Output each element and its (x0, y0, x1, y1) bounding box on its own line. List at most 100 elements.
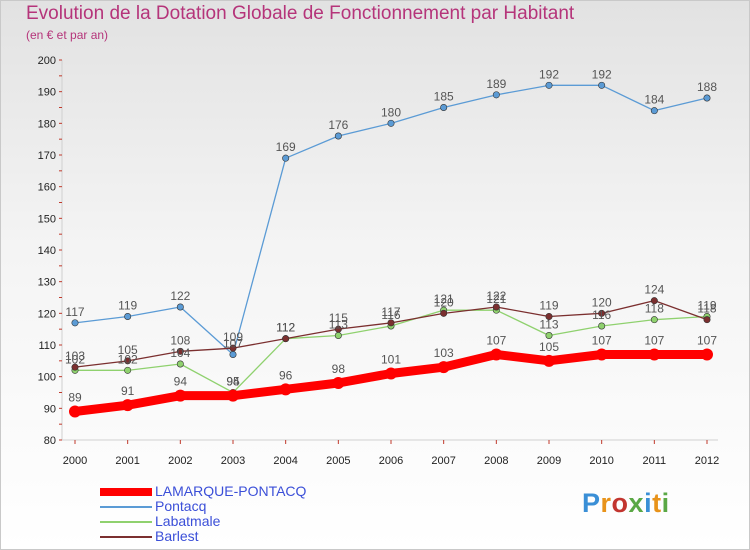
x-tick-label: 2000 (63, 455, 87, 467)
data-label: 118 (645, 302, 664, 316)
y-tick-label: 80 (44, 435, 56, 447)
data-label: 113 (539, 318, 558, 332)
data-label: 192 (539, 67, 559, 81)
data-label: 112 (276, 321, 295, 335)
data-label: 189 (486, 77, 506, 91)
x-tick-label: 2001 (115, 455, 139, 467)
y-tick-label: 140 (38, 245, 56, 257)
data-point (490, 348, 503, 361)
legend-swatch (100, 506, 152, 508)
y-tick-label: 180 (38, 118, 56, 130)
data-label: 116 (381, 308, 400, 322)
data-point (282, 335, 290, 343)
x-tick-label: 2009 (537, 455, 561, 467)
data-point (545, 81, 553, 89)
data-label: 120 (592, 295, 612, 309)
data-point (387, 319, 395, 327)
data-point (650, 316, 658, 324)
data-label: 103 (65, 349, 85, 363)
data-label: 102 (65, 352, 85, 366)
proxiti-logo: Proxiti (582, 488, 670, 518)
data-point (543, 354, 555, 367)
y-tick-label: 100 (38, 372, 56, 384)
data-label: 119 (697, 299, 716, 313)
y-tick-label: 160 (38, 182, 56, 194)
data-point (227, 389, 239, 402)
x-tick-label: 2004 (273, 455, 297, 467)
data-point (440, 104, 448, 112)
data-point (229, 344, 237, 352)
data-label: 176 (328, 118, 348, 132)
data-label: 188 (697, 80, 717, 94)
data-point (124, 312, 132, 320)
data-label: 122 (170, 289, 190, 303)
data-point (598, 322, 606, 330)
data-point (71, 363, 79, 371)
legend-label: LAMARQUE-PONTACQ (155, 483, 307, 499)
data-point (650, 297, 658, 305)
x-tick-label: 2008 (484, 455, 508, 467)
y-tick-label: 190 (38, 87, 56, 99)
y-tick-label: 130 (38, 277, 56, 289)
data-label: 184 (644, 93, 664, 107)
data-point (332, 377, 345, 389)
data-point (71, 319, 79, 327)
data-label: 108 (170, 333, 190, 347)
data-label: 107 (223, 337, 243, 351)
x-tick-label: 2011 (643, 455, 667, 467)
y-tick-label: 200 (38, 55, 56, 67)
data-point (492, 91, 500, 99)
data-point (545, 331, 553, 339)
data-point (437, 361, 450, 374)
data-label: 192 (592, 67, 612, 81)
data-point (174, 389, 187, 402)
data-point (650, 107, 658, 115)
data-label: 91 (121, 384, 135, 398)
data-point (229, 350, 237, 358)
legend-label: Barlest (155, 528, 199, 544)
data-point (545, 312, 553, 320)
x-tick-label: 2012 (695, 455, 719, 467)
data-point (334, 132, 342, 140)
data-label: 101 (381, 353, 401, 367)
data-label: 109 (223, 330, 243, 344)
data-point (176, 347, 184, 355)
data-label: 105 (118, 343, 138, 357)
data-label: 118 (697, 302, 716, 316)
data-point (595, 348, 608, 361)
chart-title: Evolution de la Dotation Globale de Fonc… (26, 3, 575, 24)
data-label: 117 (65, 305, 84, 319)
data-label: 107 (644, 334, 664, 348)
data-point (492, 303, 500, 311)
legend-label: Pontacq (155, 498, 207, 514)
data-label: 116 (592, 308, 611, 322)
data-label: 119 (539, 299, 558, 313)
data-point (282, 154, 290, 162)
y-tick-label: 150 (38, 213, 56, 225)
data-point (124, 366, 132, 374)
data-label: 104 (170, 346, 190, 360)
data-label: 107 (486, 334, 506, 348)
y-tick-label: 110 (38, 340, 56, 352)
data-label: 121 (434, 292, 454, 306)
x-tick-label: 2005 (326, 455, 350, 467)
data-label: 121 (486, 292, 506, 306)
data-point (701, 348, 713, 361)
legend-swatch (100, 536, 152, 538)
data-label: 107 (592, 334, 612, 348)
data-label: 120 (434, 295, 454, 309)
data-label: 115 (329, 311, 348, 325)
data-label: 169 (276, 140, 296, 154)
data-label: 122 (486, 289, 506, 303)
x-tick-label: 2007 (431, 455, 455, 467)
data-label: 112 (276, 321, 295, 335)
data-label: 95 (226, 375, 240, 389)
x-tick-label: 2006 (379, 455, 403, 467)
data-point (385, 367, 397, 380)
data-point (598, 309, 606, 317)
data-label: 94 (226, 375, 240, 389)
data-label: 105 (539, 340, 559, 354)
data-label: 117 (381, 305, 400, 319)
